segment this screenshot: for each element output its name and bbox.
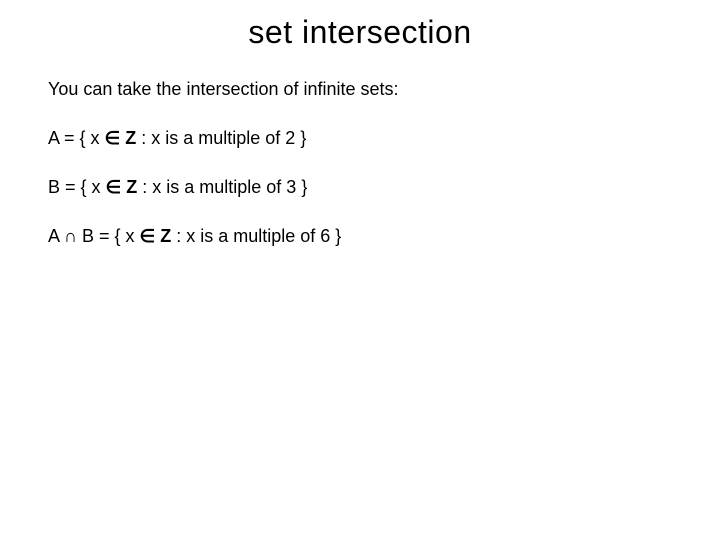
integers-symbol: Z (126, 177, 137, 197)
slide-body: You can take the intersection of infinit… (0, 79, 720, 247)
text-fragment: A ∩ B = { x (48, 226, 140, 246)
intro-text: You can take the intersection of infinit… (48, 79, 672, 100)
text-fragment: : x is a multiple of 3 } (137, 177, 307, 197)
slide-title: set intersection (0, 0, 720, 51)
element-of-symbol: ∈ (105, 128, 121, 148)
element-of-symbol: ∈ (140, 226, 156, 246)
text-fragment: B = { x (48, 177, 106, 197)
element-of-symbol: ∈ (106, 177, 122, 197)
set-a-definition: A = { x ∈ Z : x is a multiple of 2 } (48, 128, 672, 149)
set-b-definition: B = { x ∈ Z : x is a multiple of 3 } (48, 177, 672, 198)
integers-symbol: Z (125, 128, 136, 148)
text-fragment: A = { x (48, 128, 105, 148)
text-fragment: : x is a multiple of 2 } (136, 128, 306, 148)
text-fragment: : x is a multiple of 6 } (171, 226, 341, 246)
slide: set intersection You can take the inters… (0, 0, 720, 540)
intersection-definition: A ∩ B = { x ∈ Z : x is a multiple of 6 } (48, 226, 672, 247)
integers-symbol: Z (160, 226, 171, 246)
